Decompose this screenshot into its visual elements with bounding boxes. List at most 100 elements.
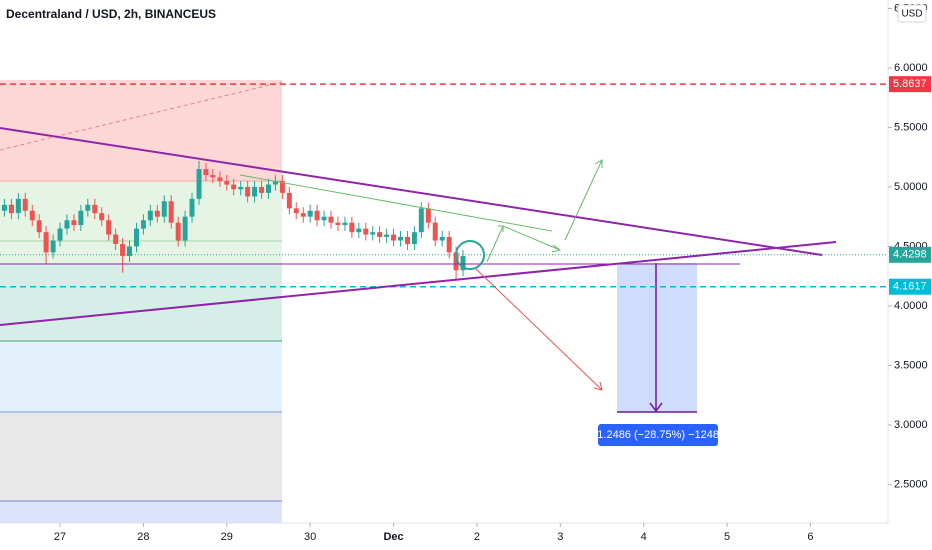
candle-body bbox=[1, 204, 7, 211]
candle-body bbox=[411, 232, 417, 245]
y-tick-label: 6.0000 bbox=[894, 62, 928, 74]
measure-box bbox=[617, 263, 697, 412]
y-tick-label: 3.0000 bbox=[894, 419, 928, 431]
candle-body bbox=[238, 186, 244, 190]
candle-body bbox=[335, 222, 341, 226]
bull-path bbox=[486, 159, 603, 263]
candle-body bbox=[64, 220, 70, 229]
candle-body bbox=[391, 234, 397, 241]
x-tick-label: Dec bbox=[383, 531, 403, 543]
candle-body bbox=[446, 236, 452, 253]
green-trendline bbox=[239, 174, 553, 232]
candle-body bbox=[85, 204, 91, 211]
trendlines bbox=[0, 127, 837, 391]
candle-body bbox=[161, 201, 167, 217]
candle-body bbox=[133, 228, 139, 247]
candle-body bbox=[384, 234, 390, 237]
y-tick-label: 3.5000 bbox=[894, 359, 928, 371]
candle-body bbox=[231, 184, 237, 190]
upper-trendline bbox=[0, 127, 823, 256]
candle-body bbox=[314, 210, 320, 221]
candle-body bbox=[356, 228, 362, 233]
candle-body bbox=[307, 210, 313, 217]
candle-body bbox=[92, 204, 98, 214]
candle-body bbox=[460, 255, 466, 271]
target-zone-3 bbox=[0, 412, 282, 501]
candle-body bbox=[210, 175, 216, 178]
candle-body bbox=[29, 210, 35, 221]
drawings bbox=[0, 80, 697, 523]
candle-body bbox=[22, 198, 28, 211]
candle-body bbox=[106, 220, 112, 235]
candle-body bbox=[425, 208, 431, 223]
measure-label-box bbox=[598, 424, 718, 446]
x-tick-label: 5 bbox=[724, 531, 730, 543]
candle-body bbox=[57, 228, 63, 241]
candle-body bbox=[370, 232, 376, 235]
chart-title: Decentraland / USD, 2h, BINANCEUS bbox=[6, 7, 216, 21]
y-tick-label: 4.0000 bbox=[894, 300, 928, 312]
candle-body bbox=[36, 220, 42, 233]
candle-body bbox=[182, 216, 188, 241]
candle-body bbox=[377, 232, 383, 237]
candle-body bbox=[279, 180, 285, 193]
candle-body bbox=[224, 180, 230, 185]
candles bbox=[1, 160, 466, 280]
y-tick-label: 5.5000 bbox=[894, 121, 928, 133]
candle-body bbox=[252, 186, 258, 197]
candle-body bbox=[113, 234, 119, 245]
price-label: 4.4298 bbox=[893, 249, 927, 261]
candle-body bbox=[321, 216, 327, 221]
x-tick-label: 3 bbox=[557, 531, 563, 543]
candle-body bbox=[300, 213, 306, 217]
candle-body bbox=[8, 204, 14, 214]
candle-body bbox=[259, 186, 265, 193]
candle-body bbox=[404, 236, 410, 245]
target-zone-4 bbox=[0, 501, 282, 523]
candle-body bbox=[154, 210, 160, 217]
candle-body bbox=[286, 192, 292, 209]
candle-body bbox=[217, 177, 223, 181]
candle-body bbox=[328, 216, 334, 223]
bear-path bbox=[474, 267, 603, 391]
candle-body bbox=[397, 236, 403, 241]
candle-body bbox=[453, 252, 459, 271]
candle-body bbox=[50, 240, 56, 253]
candle-body bbox=[432, 222, 438, 241]
candle-body bbox=[363, 228, 369, 235]
highlight-circle bbox=[455, 240, 485, 270]
candle-body bbox=[272, 180, 278, 185]
axes: 2.50003.00003.50004.00004.50005.00005.50… bbox=[54, 2, 931, 543]
currency-badge bbox=[897, 4, 927, 23]
candle-body bbox=[203, 169, 209, 176]
candle-body bbox=[147, 210, 153, 221]
candle-body bbox=[342, 222, 348, 226]
candle-body bbox=[245, 186, 251, 197]
candle-body bbox=[78, 210, 84, 226]
candle-body bbox=[168, 201, 174, 223]
bull-arrow-head bbox=[498, 225, 504, 232]
price-label: 4.1617 bbox=[893, 281, 927, 293]
x-tick-label: 4 bbox=[641, 531, 647, 543]
candle-body bbox=[71, 220, 77, 226]
price-label: 5.8637 bbox=[893, 78, 927, 90]
candle-body bbox=[196, 169, 202, 199]
candle-body bbox=[418, 208, 424, 233]
price-lines bbox=[0, 83, 888, 288]
candle-body bbox=[140, 220, 146, 229]
lower-trendline bbox=[0, 241, 837, 326]
candle-body bbox=[120, 244, 126, 256]
x-tick-label: 29 bbox=[221, 531, 233, 543]
candle-body bbox=[293, 208, 299, 214]
candle-body bbox=[43, 232, 49, 253]
candle-body bbox=[349, 222, 355, 233]
measure-arrow-head bbox=[649, 402, 663, 413]
price-label-box bbox=[889, 246, 931, 263]
candle-body bbox=[175, 222, 181, 241]
measure-label: −1.2486 (−28.75%) −12486 bbox=[591, 429, 725, 441]
x-tick-label: 27 bbox=[54, 531, 66, 543]
price-label-box bbox=[889, 278, 931, 295]
x-tick-label: 6 bbox=[807, 531, 813, 543]
